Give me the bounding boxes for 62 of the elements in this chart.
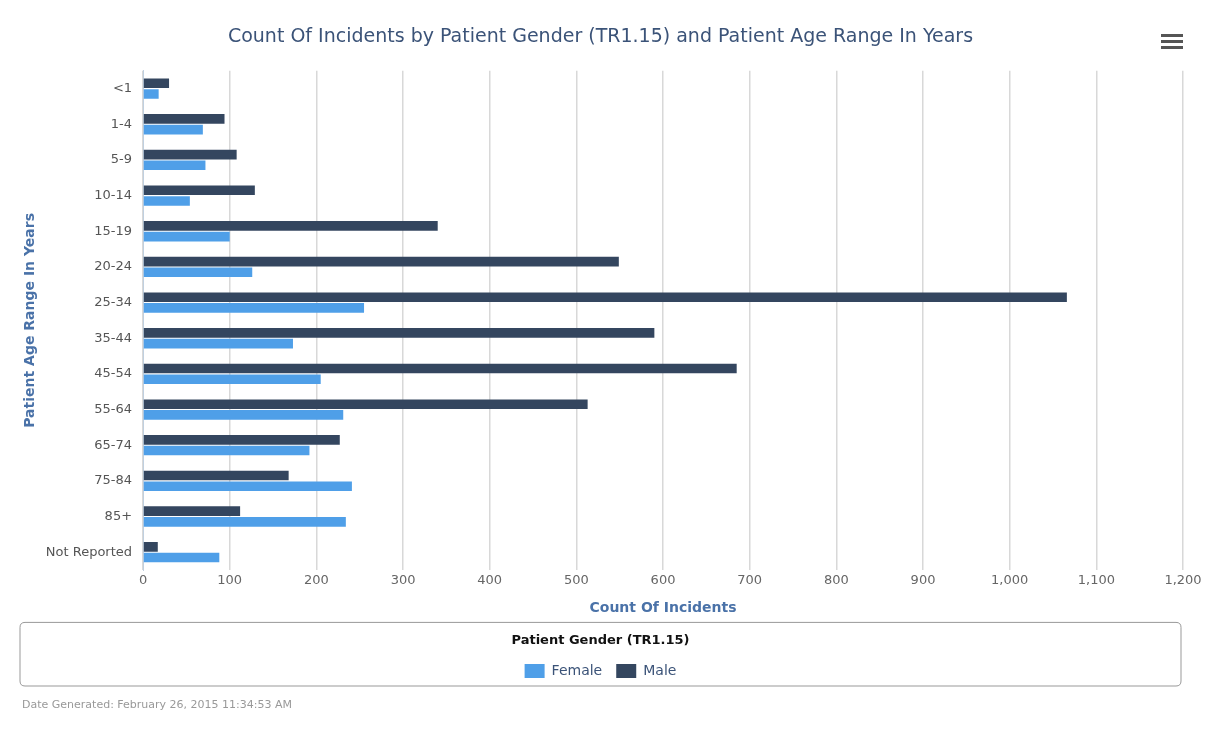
bar [143, 114, 225, 124]
x-tick-label: 1,000 [991, 572, 1029, 588]
bar [143, 410, 344, 420]
y-tick-label: 25-34 [94, 293, 133, 309]
y-tick-label: 1-4 [110, 115, 133, 131]
x-tick-label: 400 [477, 572, 503, 588]
bar [143, 552, 220, 563]
bar [143, 303, 365, 313]
bar [143, 470, 289, 481]
y-tick-label: 45-54 [94, 365, 133, 381]
chart-title: Count Of Incidents by Patient Gender (TR1.15) and Patient Age Range In Years [227, 24, 974, 47]
legend-label: Male [643, 661, 677, 678]
x-tick-label: 700 [737, 572, 763, 588]
x-tick-label: 0 [138, 572, 148, 588]
bar [143, 338, 293, 349]
y-axis-title: Patient Age Range In Years [21, 213, 38, 428]
x-tick-label: 100 [217, 572, 243, 588]
bar [143, 506, 241, 516]
x-tick-label: 300 [390, 572, 416, 588]
bar [143, 124, 203, 135]
x-tick-label: 500 [563, 572, 589, 588]
y-tick-label: 65-74 [94, 436, 133, 452]
bar [143, 78, 170, 89]
bar [143, 435, 340, 445]
bar [143, 363, 737, 374]
x-tick-label: 200 [303, 572, 329, 588]
x-tick-label: 1,100 [1077, 572, 1115, 588]
x-axis-title: Count Of Incidents [589, 598, 737, 615]
bar [143, 221, 438, 231]
bar [143, 328, 655, 338]
y-tick-label: <1 [112, 80, 133, 95]
bar [143, 481, 352, 492]
bar [143, 149, 237, 160]
legend-label: Female [551, 661, 603, 678]
bar [143, 267, 253, 278]
bar [143, 542, 158, 552]
y-tick-label: 35-44 [94, 329, 133, 345]
x-tick-label: 600 [650, 572, 676, 588]
y-tick-label: 55-64 [94, 400, 133, 416]
bar [143, 256, 619, 267]
bar [143, 292, 1067, 303]
bar [143, 231, 230, 242]
y-tick-label: 85+ [104, 507, 133, 523]
bar [143, 374, 321, 385]
legend-title: Patient Gender (TR1.15) [511, 632, 690, 648]
bar [143, 445, 310, 456]
bar [143, 160, 206, 171]
y-tick-label: Not Reported [45, 543, 133, 559]
x-tick-label: 1,200 [1164, 572, 1202, 588]
bar [143, 196, 190, 206]
y-tick-label: 5-9 [110, 151, 133, 167]
y-tick-label: 20-24 [94, 258, 133, 274]
y-tick-label: 10-14 [94, 186, 133, 202]
bar [143, 517, 346, 527]
y-tick-label: 75-84 [94, 472, 133, 488]
y-tick-label: 15-19 [94, 222, 133, 238]
bar [143, 185, 255, 196]
x-tick-label: 800 [823, 572, 849, 588]
x-tick-label: 900 [910, 572, 936, 588]
bar [143, 399, 588, 410]
bar [143, 89, 159, 99]
text: Date Generated: February 26, 2015 11:34:53 AM [21, 698, 293, 711]
